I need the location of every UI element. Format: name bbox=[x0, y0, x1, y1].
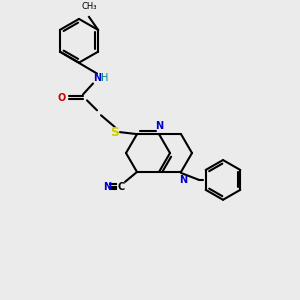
Text: CH₃: CH₃ bbox=[81, 2, 97, 11]
Text: N: N bbox=[155, 121, 163, 131]
Text: N: N bbox=[179, 175, 187, 185]
Text: S: S bbox=[110, 126, 119, 139]
Text: H: H bbox=[101, 73, 109, 82]
Text: O: O bbox=[58, 93, 66, 103]
Text: N: N bbox=[93, 73, 101, 82]
Text: N: N bbox=[103, 182, 111, 192]
Text: C: C bbox=[117, 182, 124, 192]
